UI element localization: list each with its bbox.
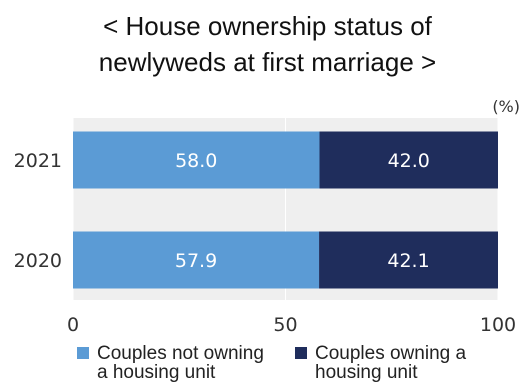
bar-label-2020-series-0: 57.9: [175, 250, 217, 272]
bar-label-2021-series-1: 42.0: [388, 150, 430, 172]
bar-2020-series-0: [73, 231, 320, 289]
legend-item-owning: Couples owning a housing unit: [295, 344, 466, 382]
legend-label-not-owning: Couples not owning a housing unit: [97, 343, 264, 383]
y-tick-label-2020: 2020: [14, 250, 62, 272]
y-tick-label-2021: 2021: [14, 150, 62, 172]
chart-title-line-2: newlyweds at first marriage >: [98, 47, 437, 77]
legend-item-not-owning: Couples not owning a housing unit: [77, 344, 264, 382]
bar-label-2020-series-1: 42.1: [387, 250, 429, 272]
legend-swatch-owning: [295, 347, 307, 359]
bar-2020-series-1: [319, 231, 498, 289]
x-tick-label-0: 0: [67, 314, 79, 336]
chart-legend: Couples not owning a housing unit Couple…: [0, 344, 520, 385]
chart-title: < House ownership status of newlyweds at…: [0, 8, 520, 80]
legend-label-owning: Couples owning a housing unit: [315, 343, 467, 383]
unit-label: (%): [492, 97, 520, 116]
legend-swatch-not-owning: [77, 347, 89, 359]
x-tick-label-1: 50: [273, 314, 297, 336]
chart-title-line-1: < House ownership status of: [103, 11, 432, 41]
x-tick-label-2: 100: [480, 314, 516, 336]
bar-2021-series-0: [73, 131, 320, 189]
bar-label-2021-series-0: 58.0: [175, 150, 217, 172]
bar-2021-series-1: [319, 131, 498, 189]
